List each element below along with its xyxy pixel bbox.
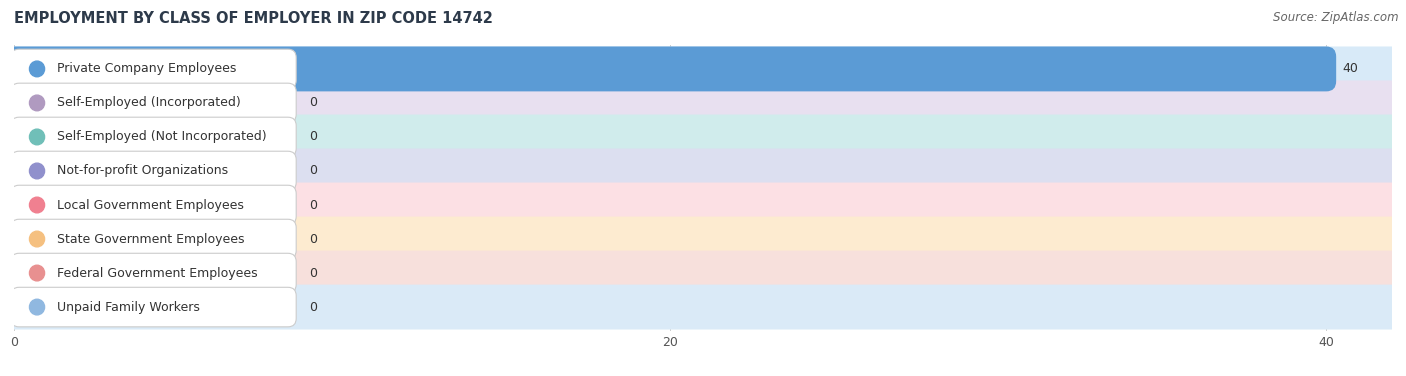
FancyBboxPatch shape — [4, 47, 1402, 91]
FancyBboxPatch shape — [14, 52, 1392, 86]
Circle shape — [30, 129, 45, 145]
FancyBboxPatch shape — [14, 154, 1392, 188]
Circle shape — [30, 61, 45, 77]
Circle shape — [30, 265, 45, 281]
Text: Unpaid Family Workers: Unpaid Family Workers — [56, 300, 200, 314]
Text: 0: 0 — [309, 97, 318, 109]
FancyBboxPatch shape — [11, 49, 297, 89]
FancyBboxPatch shape — [11, 151, 297, 191]
Text: 0: 0 — [309, 164, 318, 177]
Circle shape — [30, 163, 45, 179]
Text: EMPLOYMENT BY CLASS OF EMPLOYER IN ZIP CODE 14742: EMPLOYMENT BY CLASS OF EMPLOYER IN ZIP C… — [14, 11, 494, 26]
FancyBboxPatch shape — [14, 86, 1392, 120]
FancyBboxPatch shape — [11, 185, 297, 225]
FancyBboxPatch shape — [11, 83, 297, 123]
FancyBboxPatch shape — [11, 219, 297, 259]
FancyBboxPatch shape — [4, 250, 1402, 296]
FancyBboxPatch shape — [14, 188, 1392, 222]
Circle shape — [30, 95, 45, 111]
FancyBboxPatch shape — [4, 183, 1402, 227]
Text: Not-for-profit Organizations: Not-for-profit Organizations — [56, 164, 228, 177]
FancyBboxPatch shape — [4, 149, 1402, 193]
FancyBboxPatch shape — [14, 256, 1392, 290]
Text: State Government Employees: State Government Employees — [56, 232, 245, 246]
Text: 0: 0 — [309, 300, 318, 314]
FancyBboxPatch shape — [4, 285, 1402, 329]
FancyBboxPatch shape — [14, 290, 1392, 324]
Text: Source: ZipAtlas.com: Source: ZipAtlas.com — [1274, 11, 1399, 24]
Circle shape — [30, 231, 45, 247]
FancyBboxPatch shape — [4, 47, 1336, 91]
FancyBboxPatch shape — [11, 287, 297, 327]
FancyBboxPatch shape — [11, 117, 297, 157]
FancyBboxPatch shape — [11, 253, 297, 293]
Text: 0: 0 — [309, 199, 318, 212]
Circle shape — [30, 299, 45, 315]
Text: 0: 0 — [309, 130, 318, 144]
Text: Federal Government Employees: Federal Government Employees — [56, 267, 257, 279]
Text: Self-Employed (Not Incorporated): Self-Employed (Not Incorporated) — [56, 130, 266, 144]
Text: Local Government Employees: Local Government Employees — [56, 199, 243, 212]
FancyBboxPatch shape — [14, 120, 1392, 154]
FancyBboxPatch shape — [4, 80, 1402, 126]
Circle shape — [30, 197, 45, 213]
Text: 0: 0 — [309, 232, 318, 246]
Text: Self-Employed (Incorporated): Self-Employed (Incorporated) — [56, 97, 240, 109]
Text: Private Company Employees: Private Company Employees — [56, 62, 236, 76]
Text: 0: 0 — [309, 267, 318, 279]
FancyBboxPatch shape — [4, 115, 1402, 159]
Text: 40: 40 — [1343, 62, 1358, 76]
FancyBboxPatch shape — [14, 222, 1392, 256]
FancyBboxPatch shape — [4, 217, 1402, 261]
